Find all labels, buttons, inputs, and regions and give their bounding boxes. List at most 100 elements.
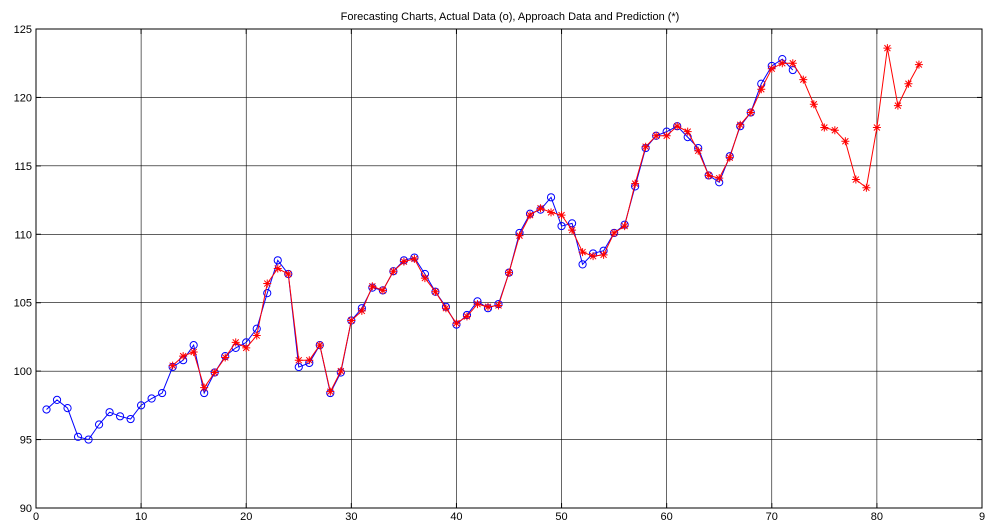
data-point (662, 131, 671, 140)
data-point (904, 79, 913, 88)
data-point (273, 264, 282, 273)
data-point (200, 383, 209, 392)
data-point (620, 222, 629, 231)
x-tick-label: 50 (555, 511, 567, 521)
data-point (830, 126, 839, 135)
data-point (441, 304, 450, 313)
y-tick-label: 110 (14, 229, 32, 241)
data-point (473, 300, 482, 309)
data-point (52, 395, 62, 404)
data-point (452, 319, 461, 328)
data-point (841, 137, 850, 146)
data-point (252, 331, 261, 340)
data-point (94, 420, 104, 429)
data-point (231, 338, 240, 347)
data-point (462, 312, 471, 321)
data-point (704, 171, 713, 180)
data-point (746, 108, 755, 117)
x-tick-label: 40 (450, 511, 462, 521)
data-point (526, 211, 535, 220)
data-point (84, 435, 93, 444)
data-point (347, 316, 356, 325)
data-point (715, 174, 724, 183)
data-point (420, 274, 429, 283)
data-point (799, 75, 808, 84)
data-point (757, 85, 766, 94)
data-point (63, 403, 72, 413)
data-point (147, 394, 156, 403)
data-point (273, 256, 282, 265)
data-point (610, 228, 619, 237)
grid-lines (36, 29, 982, 508)
series-line (46, 58, 794, 441)
data-point (242, 343, 251, 352)
data-point (483, 302, 492, 311)
x-tick-label: 9 (979, 511, 985, 521)
prediction-series (168, 44, 923, 396)
plot-frame (35, 28, 983, 509)
data-point (546, 193, 556, 202)
x-tick-label: 30 (345, 511, 357, 521)
data-point (336, 367, 345, 376)
data-point (883, 44, 892, 53)
y-tick-label: 115 (14, 161, 32, 173)
data-point (536, 204, 545, 213)
data-point (389, 267, 398, 276)
y-tick-label: 90 (20, 503, 32, 515)
data-point (652, 131, 661, 140)
data-point (115, 412, 125, 421)
data-point (189, 347, 198, 356)
data-point (736, 120, 745, 129)
data-point (494, 301, 503, 310)
y-tick-label: 120 (14, 92, 32, 104)
data-point (641, 142, 650, 151)
series-line (172, 48, 920, 394)
data-point (851, 175, 860, 184)
data-point (368, 282, 377, 291)
data-point (872, 123, 881, 132)
x-tick-label: 60 (661, 511, 673, 521)
data-point (221, 353, 230, 362)
data-point (326, 387, 335, 396)
data-point (315, 341, 324, 350)
data-point (73, 432, 83, 441)
data-point (809, 100, 818, 109)
y-tick-label: 95 (20, 435, 32, 447)
y-tick-label: 100 (14, 366, 32, 378)
axis-ticks (35, 28, 983, 509)
data-point (210, 368, 219, 377)
data-point (263, 289, 272, 298)
data-point (893, 101, 902, 110)
data-point (305, 356, 314, 365)
data-point (694, 146, 703, 155)
data-point (357, 306, 366, 315)
x-tick-label: 20 (240, 511, 252, 521)
data-point (158, 388, 167, 398)
data-point (557, 221, 566, 231)
x-tick-label: 80 (871, 511, 883, 521)
data-point (599, 250, 608, 259)
y-tick-label: 105 (14, 298, 32, 310)
data-point (778, 59, 787, 68)
data-point (557, 211, 566, 220)
data-point (631, 179, 640, 188)
data-point (578, 248, 587, 257)
x-tick-label: 10 (135, 511, 147, 521)
data-point (568, 226, 577, 235)
data-point (284, 269, 293, 278)
data-point (515, 231, 524, 240)
data-point (862, 183, 871, 192)
data-point (399, 257, 408, 266)
data-point (126, 414, 135, 424)
data-point (179, 352, 188, 361)
data-point (578, 260, 587, 269)
data-point (263, 279, 272, 288)
tick-labels: 0 10 20 30 40 50 60 70 80 9 90 95 100 105 110 115 120 125 (14, 24, 985, 521)
data-point (725, 153, 734, 162)
data-point (683, 127, 692, 136)
data-point (788, 59, 797, 68)
x-tick-label: 70 (766, 511, 778, 521)
